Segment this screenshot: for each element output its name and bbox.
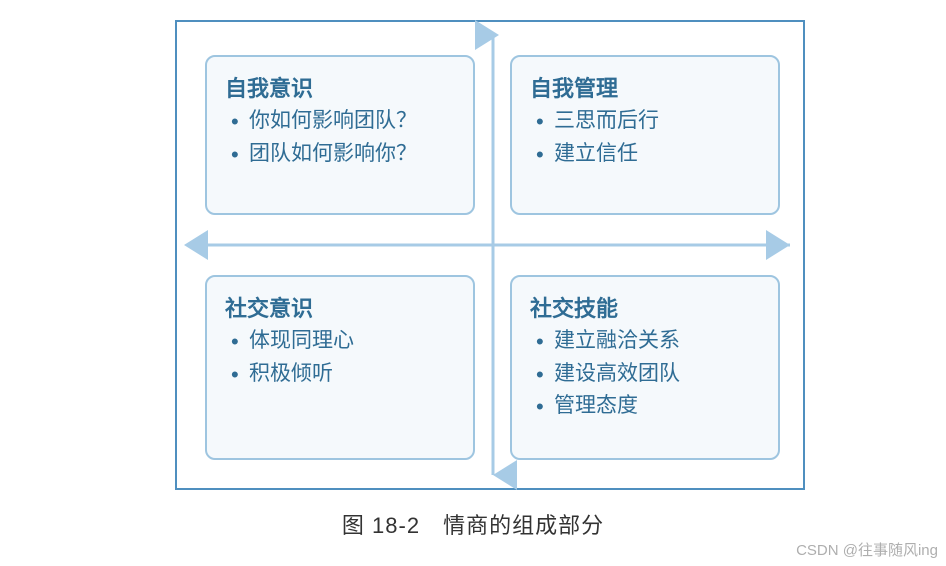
bullet-item: 管理态度 [536,390,760,423]
quadrant-title: 社交意识 [225,291,455,323]
quadrant-bullets: 你如何影响团队？ 团队如何影响你？ [225,105,455,170]
quadrant-bullets: 体现同理心 积极倾听 [225,325,455,390]
quadrant-bullets: 建立融洽关系 建设高效团队 管理态度 [530,325,760,423]
bullet-item: 建立信任 [536,138,760,171]
quadrant-social-skills: 社交技能 建立融洽关系 建设高效团队 管理态度 [510,275,780,460]
bullet-item: 团队如何影响你？ [231,138,455,171]
bullet-item: 建设高效团队 [536,358,760,391]
quadrant-self-management: 自我管理 三思而后行 建立信任 [510,55,780,215]
quadrant-bullets: 三思而后行 建立信任 [530,105,760,170]
figure-caption: 图 18-2 情商的组成部分 [0,508,946,540]
bullet-item: 体现同理心 [231,325,455,358]
bullet-item: 积极倾听 [231,358,455,391]
quadrant-self-awareness: 自我意识 你如何影响团队？ 团队如何影响你？ [205,55,475,215]
quadrant-title: 社交技能 [530,291,760,323]
bullet-item: 你如何影响团队？ [231,105,455,138]
quadrant-title: 自我管理 [530,71,760,103]
quadrant-container: 自我意识 你如何影响团队？ 团队如何影响你？ 自我管理 三思而后行 建立信任 社… [175,20,805,490]
quadrant-social-awareness: 社交意识 体现同理心 积极倾听 [205,275,475,460]
watermark: CSDN @往事随风ing [796,539,938,560]
bullet-item: 三思而后行 [536,105,760,138]
quadrant-title: 自我意识 [225,71,455,103]
bullet-item: 建立融洽关系 [536,325,760,358]
